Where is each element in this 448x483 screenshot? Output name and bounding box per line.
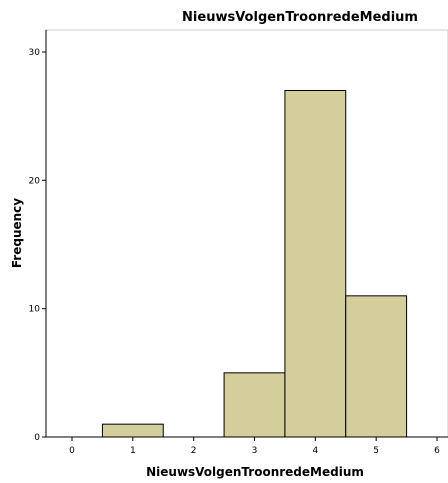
y-tick-label-20: 20 xyxy=(29,176,41,186)
y-ticks: 0 10 20 30 xyxy=(29,48,46,443)
x-ticks: 0 1 2 3 4 5 6 xyxy=(69,437,440,456)
x-tick-label-4: 4 xyxy=(312,446,318,456)
histogram-bar-4 xyxy=(285,91,346,438)
histogram-bar-3 xyxy=(224,373,285,437)
x-tick-label-3: 3 xyxy=(252,446,258,456)
histogram-bar-1 xyxy=(102,424,163,437)
histogram-bar-5 xyxy=(346,296,407,437)
y-axis-label: Frequency xyxy=(10,198,24,268)
y-tick-label-30: 30 xyxy=(29,48,41,58)
x-tick-label-0: 0 xyxy=(69,446,75,456)
x-axis-label: NieuwsVolgenTroonredeMedium xyxy=(146,465,364,479)
y-tick-label-0: 0 xyxy=(34,433,40,443)
x-tick-label-1: 1 xyxy=(130,446,136,456)
chart-title: NieuwsVolgenTroonredeMedium xyxy=(182,10,418,25)
bars-layer xyxy=(102,91,406,438)
x-tick-label-6: 6 xyxy=(434,446,440,456)
y-tick-label-10: 10 xyxy=(29,305,41,315)
x-tick-label-5: 5 xyxy=(373,446,379,456)
x-tick-label-2: 2 xyxy=(191,446,197,456)
